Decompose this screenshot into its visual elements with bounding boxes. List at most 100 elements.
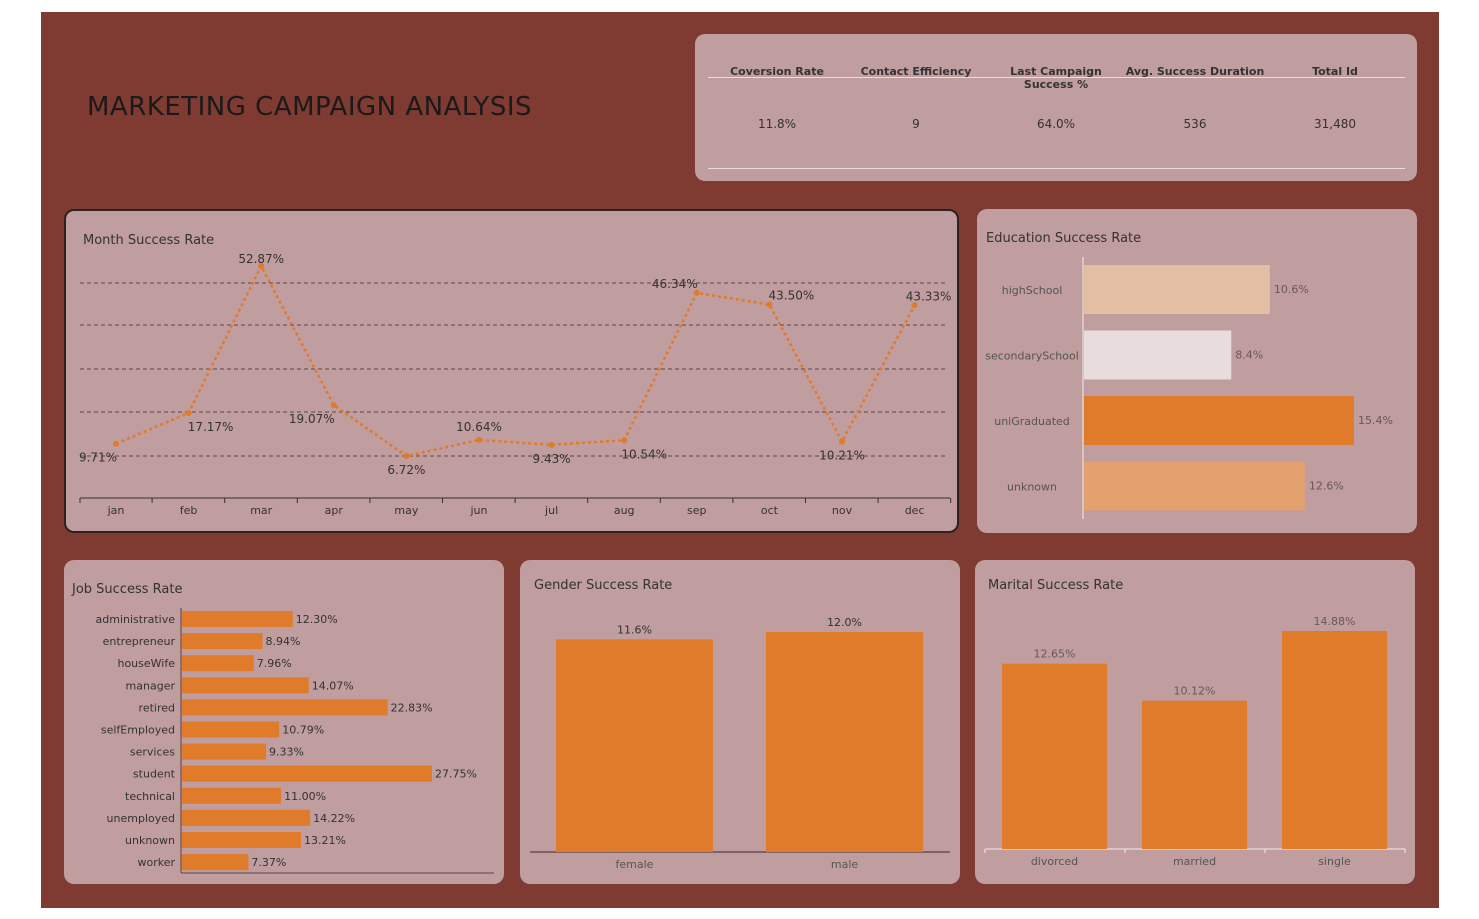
job-chart-title: Job Success Rate: [72, 582, 183, 597]
job-data-label: 13.21%: [304, 834, 346, 847]
job-category-label: selfEmployed: [101, 724, 175, 737]
gender-category-label: female: [616, 858, 654, 871]
job-category-label: unknown: [125, 834, 175, 847]
job-bar-houseWife: [182, 655, 254, 672]
month-data-label-oct: 43.50%: [769, 289, 815, 303]
marital-success-panel: Marital Success Rate 12.65% divorced 10.12…: [975, 560, 1415, 884]
education-category-label: unknown: [1007, 481, 1057, 494]
kpi-value-conversion: 11.8%: [757, 117, 797, 131]
kpi-label-last-campaign: Last Campaign Success %: [1010, 65, 1102, 91]
job-data-label: 12.30%: [296, 613, 338, 626]
month-point-mar: [258, 263, 265, 269]
job-category-label: worker: [137, 856, 175, 869]
month-data-label-feb: 17.17%: [188, 420, 234, 434]
month-tick-label-mar: mar: [250, 504, 272, 517]
month-point-aug: [621, 437, 628, 444]
month-data-label-may: 6.72%: [387, 463, 425, 477]
month-point-dec: [911, 302, 918, 309]
kpi-label-conversion: Coversion Rate: [730, 65, 824, 78]
education-data-label: 8.4%: [1235, 349, 1263, 362]
education-bar-uniGraduated: [1084, 396, 1354, 445]
job-category-label: technical: [125, 790, 175, 803]
month-tick-label-aug: aug: [614, 504, 635, 517]
job-category-label: administrative: [96, 613, 176, 626]
education-success-panel: Education Success Rate highSchool 10.6% se…: [977, 209, 1417, 533]
job-category-label: manager: [126, 679, 176, 692]
month-line-chart: 9.71% jan 17.17% feb 52.87% mar 19.07% apr 6.72%…: [79, 252, 952, 517]
page-title: MARKETING CAMPAIGN ANALYSIS: [87, 92, 532, 122]
month-data-label-jul: 9.43%: [533, 452, 571, 466]
gender-data-label: 12.0%: [827, 616, 862, 629]
month-tick-label-jul: jul: [544, 504, 558, 517]
education-category-label: secondarySchool: [985, 350, 1079, 363]
month-data-label-mar: 52.87%: [238, 252, 284, 266]
job-bar-retired: [182, 699, 388, 716]
job-bar-manager: [182, 677, 309, 694]
education-data-label: 10.6%: [1274, 283, 1309, 296]
month-point-oct: [766, 301, 773, 308]
month-point-nov: [839, 438, 845, 445]
marital-data-label: 14.88%: [1314, 615, 1356, 628]
job-bar-administrative: [182, 611, 293, 627]
job-category-label: entrepreneur: [103, 635, 176, 648]
education-chart-title: Education Success Rate: [986, 231, 1142, 246]
marital-data-label: 10.12%: [1174, 685, 1216, 698]
gender-chart-title: Gender Success Rate: [534, 578, 673, 593]
job-category-label: services: [130, 746, 175, 759]
month-point-jan: [113, 440, 119, 447]
kpi-divider-top: [708, 77, 1405, 78]
month-point-sep: [693, 289, 700, 296]
marital-bar-divorced: [1002, 663, 1107, 849]
month-data-label-apr: 19.07%: [289, 412, 335, 426]
month-data-label-jan: 9.71%: [79, 451, 117, 465]
kpi-value-last-campaign: 64.0%: [1036, 117, 1076, 131]
education-category-label: uniGraduated: [994, 415, 1070, 428]
job-bar-worker: [182, 854, 249, 871]
job-data-label: 7.96%: [257, 657, 292, 670]
month-point-may: [403, 453, 410, 459]
job-data-label: 22.83%: [391, 701, 433, 714]
job-data-label: 7.37%: [251, 856, 286, 869]
month-chart-title: Month Success Rate: [83, 233, 215, 248]
job-data-label: 11.00%: [284, 790, 326, 803]
education-bar-unknown: [1084, 461, 1305, 511]
kpi-value-total: 31,480: [1314, 117, 1356, 131]
gender-success-panel: Gender Success Rate 11.6% female 12.0% male: [520, 560, 960, 884]
marital-bar-chart: 12.65% divorced 10.12% married 14.88% single: [984, 615, 1406, 868]
month-tick-label-apr: apr: [325, 504, 344, 517]
month-point-feb: [185, 409, 192, 416]
marital-category-label: single: [1318, 855, 1351, 868]
month-data-label-dec: 43.33%: [906, 289, 952, 303]
month-data-label-nov: 10.21%: [819, 449, 865, 463]
month-tick-label-jan: jan: [107, 504, 125, 517]
education-bar-highSchool: [1084, 265, 1270, 314]
kpi-label-total: Total Id: [1312, 65, 1358, 78]
gender-category-label: male: [831, 858, 859, 871]
job-category-label: retired: [139, 701, 175, 714]
kpi-label-contact: Contact Efficiency: [860, 65, 972, 78]
kpi-divider-bottom: [708, 168, 1405, 169]
marital-category-label: married: [1173, 855, 1216, 868]
job-category-label: unemployed: [107, 812, 175, 825]
month-data-label-sep: 46.34%: [652, 277, 698, 291]
month-data-label-aug: 10.54%: [621, 447, 667, 461]
job-bar-selfEmployed: [182, 721, 280, 738]
education-bar-chart: highSchool 10.6% secondarySchool 8.4% uniGra…: [985, 257, 1393, 519]
kpi-value-duration: 536: [1183, 117, 1207, 131]
education-bar-secondarySchool: [1084, 330, 1232, 380]
job-category-label: student: [133, 768, 176, 781]
month-tick-label-dec: dec: [905, 504, 925, 517]
job-bar-entrepreneur: [182, 633, 263, 650]
education-data-label: 15.4%: [1358, 414, 1393, 427]
marital-bar-married: [1142, 700, 1247, 849]
month-success-panel: Month Success Rate 9.71% jan 17.17% feb 52.8…: [64, 209, 959, 533]
job-bar-chart: administrative 12.30% entrepreneur 8.94% hou…: [96, 608, 494, 874]
job-bar-unemployed: [182, 809, 311, 826]
education-category-label: highSchool: [1002, 284, 1063, 297]
job-bar-services: [182, 743, 267, 760]
month-tick-label-oct: oct: [761, 504, 779, 517]
month-point-apr: [330, 402, 337, 409]
job-data-label: 10.79%: [282, 724, 324, 737]
gender-bar-chart: 11.6% female 12.0% male: [530, 616, 950, 871]
job-data-label: 8.94%: [266, 635, 301, 648]
